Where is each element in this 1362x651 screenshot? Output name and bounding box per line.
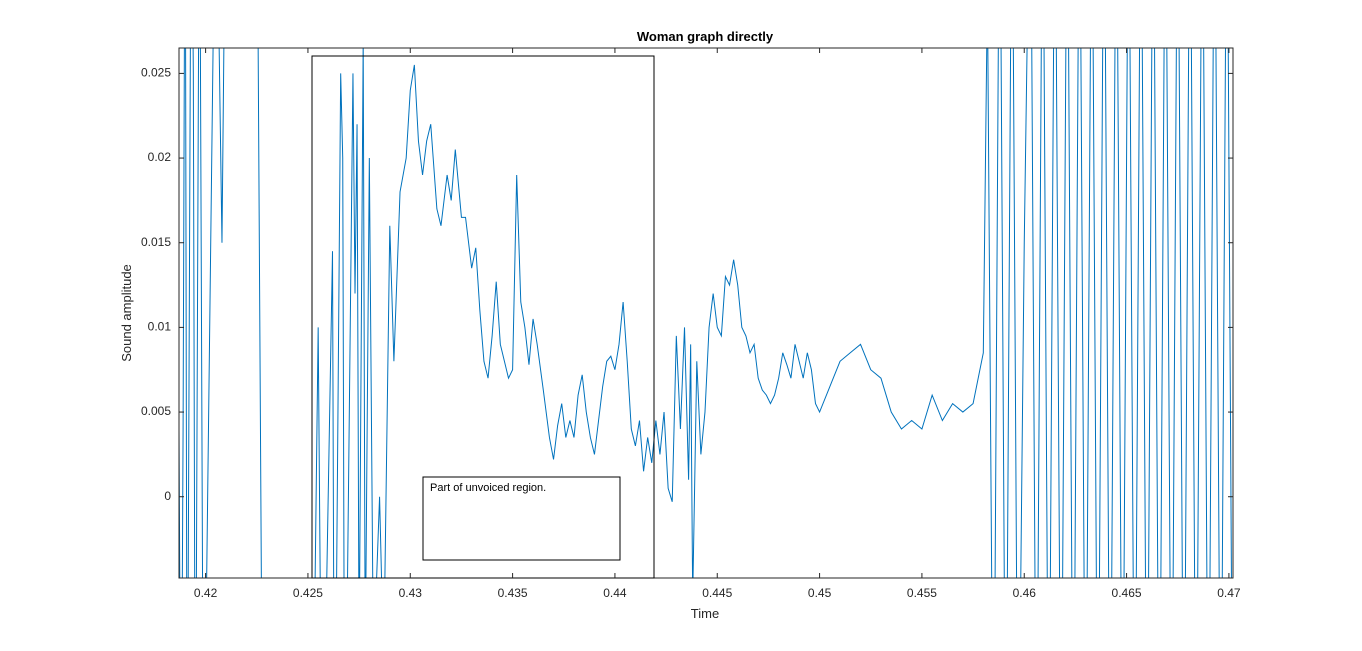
x-tick-label: 0.42 xyxy=(194,586,218,600)
y-tick-label: 0.015 xyxy=(141,235,171,249)
x-tick-label: 0.435 xyxy=(498,586,528,600)
x-tick-label: 0.455 xyxy=(907,586,937,600)
x-tick-label: 0.445 xyxy=(702,586,732,600)
x-tick-label: 0.47 xyxy=(1217,586,1241,600)
y-axis-label: Sound amplitude xyxy=(119,264,134,362)
y-tick-label: 0.025 xyxy=(141,66,171,80)
annotation-box xyxy=(422,476,621,561)
x-tick-label: 0.45 xyxy=(808,586,832,600)
axes-box xyxy=(178,47,1234,579)
x-tick-label: 0.44 xyxy=(603,586,627,600)
y-tick-label: 0 xyxy=(164,489,171,503)
y-tick-label: 0.01 xyxy=(148,320,172,334)
y-tick-label: 0.005 xyxy=(141,404,171,418)
plot-marks xyxy=(179,48,1232,578)
x-tick-label: 0.425 xyxy=(293,586,323,600)
x-tick-label: 0.465 xyxy=(1112,586,1142,600)
chart-title: Woman graph directly xyxy=(637,29,774,44)
x-tick-label: 0.46 xyxy=(1013,586,1037,600)
annotation: Part of unvoiced region. xyxy=(430,482,546,494)
highlight-rect xyxy=(311,55,655,579)
y-tick-label: 0.02 xyxy=(148,150,172,164)
x-tick-label: 0.43 xyxy=(399,586,423,600)
x-axis-label: Time xyxy=(691,606,719,621)
line-series xyxy=(179,48,1232,578)
